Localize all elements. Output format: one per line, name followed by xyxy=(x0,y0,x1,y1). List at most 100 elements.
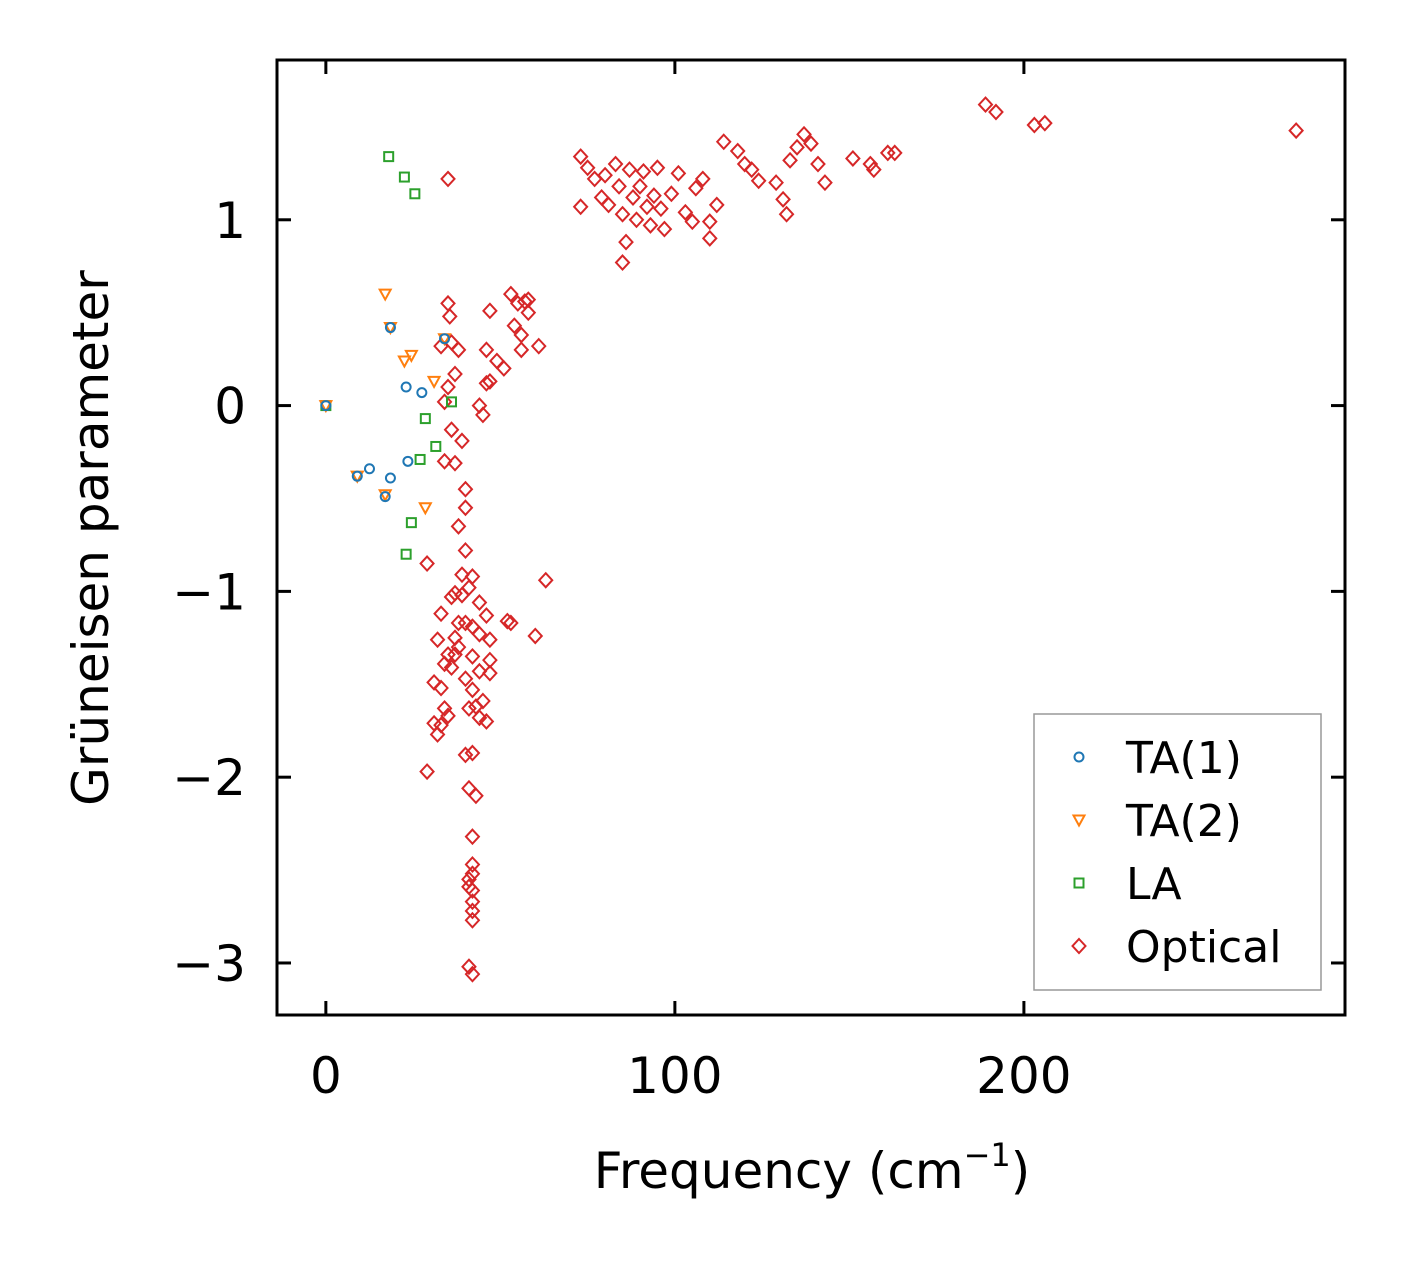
data-point xyxy=(464,647,481,665)
plot-frame xyxy=(275,58,1347,1017)
data-point xyxy=(436,699,453,717)
series-ta-1 xyxy=(320,322,451,503)
data-point xyxy=(464,744,481,762)
data-point xyxy=(478,607,495,625)
data-point xyxy=(649,159,666,177)
data-point xyxy=(1288,122,1305,140)
data-point xyxy=(579,159,596,177)
data-point xyxy=(450,614,467,632)
data-point xyxy=(628,211,645,229)
data-point xyxy=(635,163,652,180)
data-point xyxy=(443,421,460,439)
data-point xyxy=(457,542,474,559)
data-point xyxy=(454,432,470,450)
data-point xyxy=(416,387,428,399)
data-point xyxy=(656,220,673,238)
data-point xyxy=(796,125,812,143)
data-point xyxy=(440,707,456,725)
data-point xyxy=(572,198,589,216)
data-point xyxy=(750,172,767,190)
data-point xyxy=(443,659,460,677)
data-point xyxy=(600,196,617,214)
data-point xyxy=(397,355,412,369)
data-point xyxy=(471,594,488,611)
data-point xyxy=(715,133,732,151)
data-point xyxy=(527,627,544,645)
data-point xyxy=(663,185,680,203)
data-point xyxy=(419,763,435,781)
data-point xyxy=(988,103,1004,121)
y-axis-label: Grüneisen parameter xyxy=(62,270,120,806)
data-point xyxy=(614,254,631,271)
data-point xyxy=(450,341,467,359)
data-point xyxy=(418,502,433,516)
data-point xyxy=(482,664,498,682)
data-point xyxy=(614,205,631,223)
data-point xyxy=(454,586,470,604)
data-point xyxy=(379,491,391,503)
data-point xyxy=(468,787,484,805)
legend-marker xyxy=(1073,877,1085,889)
data-point xyxy=(461,699,477,717)
data-point xyxy=(803,135,819,153)
data-point xyxy=(862,155,879,173)
data-point xyxy=(729,142,746,160)
data-point xyxy=(447,365,463,383)
data-point xyxy=(457,746,474,764)
data-point xyxy=(440,378,456,396)
data-point xyxy=(457,614,474,632)
y-tick-label: −1 xyxy=(172,563,246,621)
legend-label: TA(1) xyxy=(1125,733,1242,784)
data-point xyxy=(886,144,903,162)
data-point xyxy=(845,150,861,167)
data-point xyxy=(378,489,393,503)
legend-marker xyxy=(1073,751,1085,763)
data-point xyxy=(351,470,363,482)
data-point xyxy=(464,865,481,883)
data-point xyxy=(482,302,498,320)
data-point xyxy=(977,96,994,114)
data-point xyxy=(457,670,474,688)
data-point xyxy=(446,396,458,408)
data-point xyxy=(439,333,451,345)
data-point xyxy=(743,161,760,179)
data-point xyxy=(440,170,456,188)
y-tick-label: −3 xyxy=(172,935,246,993)
data-point xyxy=(572,148,589,166)
data-point xyxy=(429,631,446,649)
legend-label: Optical xyxy=(1126,922,1281,973)
axis-ticks xyxy=(277,60,1345,1015)
y-tick-label: 1 xyxy=(214,192,246,250)
data-point xyxy=(607,155,624,173)
data-point xyxy=(409,188,421,200)
data-point xyxy=(443,588,460,606)
data-point xyxy=(817,174,833,192)
data-point xyxy=(426,673,442,691)
data-point xyxy=(384,472,396,484)
data-point xyxy=(506,317,523,335)
data-point xyxy=(464,965,481,983)
x-axis-label-end: ) xyxy=(1011,1142,1031,1200)
data-point xyxy=(384,322,396,334)
data-point xyxy=(478,341,495,359)
data-point xyxy=(499,612,516,630)
data-point xyxy=(402,455,414,467)
data-point xyxy=(537,571,554,589)
data-point xyxy=(502,614,519,632)
legend-label: TA(2) xyxy=(1125,796,1242,847)
data-point xyxy=(694,170,711,188)
data-point xyxy=(433,605,449,623)
data-point xyxy=(810,155,826,173)
data-point xyxy=(464,856,481,873)
data-point xyxy=(475,406,491,424)
data-point xyxy=(495,359,512,377)
legend-label: LA xyxy=(1126,859,1182,910)
data-point xyxy=(775,190,791,208)
data-point xyxy=(520,304,537,322)
data-point xyxy=(454,566,470,584)
data-point xyxy=(400,381,412,393)
y-tick-label: 0 xyxy=(214,378,246,436)
data-point xyxy=(482,372,498,390)
data-point xyxy=(404,349,419,363)
